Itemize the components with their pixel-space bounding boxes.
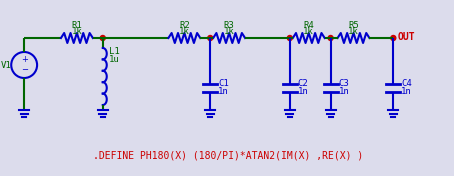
Text: V1: V1: [1, 61, 12, 70]
Text: 1k: 1k: [348, 27, 359, 36]
Text: −: −: [21, 65, 28, 74]
Circle shape: [328, 36, 333, 40]
Text: 1n: 1n: [218, 87, 229, 96]
Text: 1k: 1k: [303, 27, 314, 36]
Text: R5: R5: [348, 20, 359, 30]
Text: 1k: 1k: [179, 27, 190, 36]
Text: R1: R1: [72, 20, 82, 30]
Text: 1k: 1k: [224, 27, 235, 36]
Circle shape: [208, 36, 213, 40]
Text: 1n: 1n: [401, 87, 412, 96]
Text: L1: L1: [109, 48, 119, 56]
Text: R4: R4: [303, 20, 314, 30]
Text: OUT: OUT: [397, 32, 415, 42]
Text: 1k: 1k: [72, 27, 82, 36]
Text: .DEFINE PH180(X) (180/PI)*ATAN2(IM(X) ,RE(X) ): .DEFINE PH180(X) (180/PI)*ATAN2(IM(X) ,R…: [93, 150, 363, 160]
Text: R3: R3: [224, 20, 235, 30]
Text: 1u: 1u: [109, 55, 119, 64]
Text: 1n: 1n: [298, 87, 309, 96]
Text: 1n: 1n: [339, 87, 349, 96]
Text: C2: C2: [298, 78, 309, 87]
Circle shape: [287, 36, 292, 40]
Text: C1: C1: [218, 78, 229, 87]
Text: C3: C3: [339, 78, 349, 87]
Text: +: +: [21, 55, 28, 64]
Text: C4: C4: [401, 78, 412, 87]
Text: R2: R2: [179, 20, 190, 30]
Circle shape: [100, 36, 105, 40]
Circle shape: [391, 36, 396, 40]
